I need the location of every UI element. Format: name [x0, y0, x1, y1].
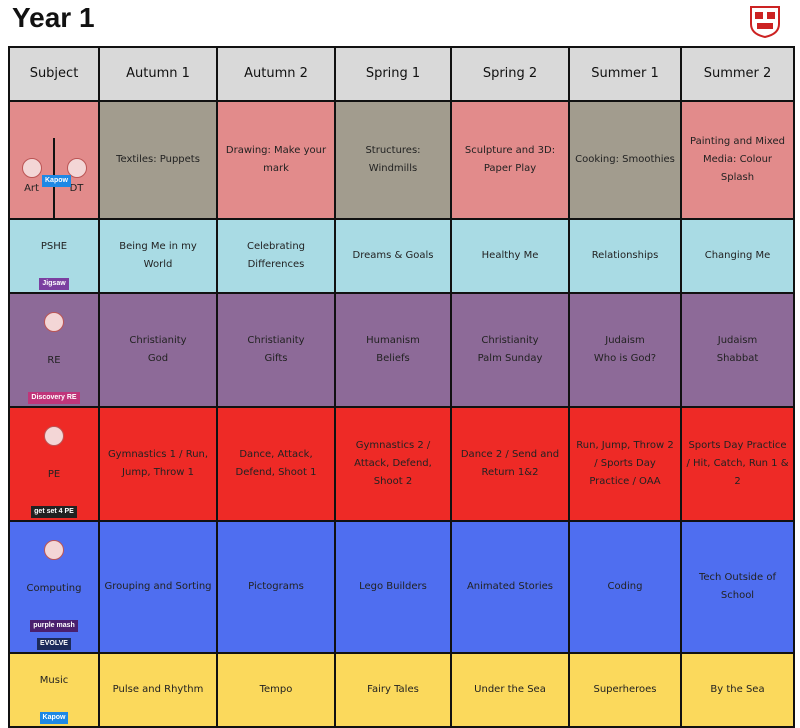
cell-computing-autumn-2: Pictograms — [216, 520, 336, 654]
subject-music: Music — [39, 675, 69, 686]
kapow-music-logo: Kapow — [39, 712, 69, 724]
subject-pshe: PSHE — [40, 241, 68, 252]
cell-pe-summer-2: Sports Day Practice / Hit, Catch, Run 1 … — [680, 406, 795, 522]
cell-computing-spring-1: Lego Builders — [334, 520, 452, 654]
jigsaw-logo: Jigsaw — [39, 278, 69, 290]
computing-logo-icon — [44, 540, 64, 560]
subject-cell-music: Music Kapow — [8, 652, 100, 728]
cell-re-spring-2: Christianity Palm Sunday — [450, 292, 570, 408]
cell-pshe-spring-2: Healthy Me — [450, 218, 570, 294]
row-pshe: PSHE Jigsaw Being Me in my World Celebra… — [8, 218, 795, 294]
purple-mash-logo: purple mash — [30, 620, 78, 632]
cell-music-summer-1: Superheroes — [568, 652, 682, 728]
subject-computing: Computing — [26, 583, 82, 594]
get-set-4-pe-logo: get set 4 PE — [31, 506, 77, 518]
re-logo-icon — [44, 312, 64, 332]
cell-pe-autumn-2: Dance, Attack, Defend, Shoot 1 — [216, 406, 336, 522]
dt-logo-icon — [66, 158, 87, 178]
header-spring-2: Spring 2 — [450, 46, 570, 102]
subject-cell-re: RE Discovery RE — [8, 292, 100, 408]
cell-re-autumn-2: Christianity Gifts — [216, 292, 336, 408]
subject-cell-pshe: PSHE Jigsaw — [8, 218, 100, 294]
cell-music-spring-2: Under the Sea — [450, 652, 570, 728]
subject-cell-art-dt: Art DT Kapow — [8, 100, 100, 220]
cell-pshe-spring-1: Dreams & Goals — [334, 218, 452, 294]
cell-pshe-summer-2: Changing Me — [680, 218, 795, 294]
subject-cell-computing: Computing purple mash EVOLVE — [8, 520, 100, 654]
cell-re-summer-1: Judaism Who is God? — [568, 292, 682, 408]
header-subject: Subject — [8, 46, 100, 102]
timetable: Subject Autumn 1 Autumn 2 Spring 1 Sprin… — [8, 46, 795, 728]
discovery-re-logo: Discovery RE — [28, 392, 80, 404]
header-autumn-1: Autumn 1 — [98, 46, 218, 102]
subject-re: RE — [47, 355, 61, 366]
subject-dt: DT — [69, 183, 84, 194]
cell-pe-spring-1: Gymnastics 2 / Attack, Defend, Shoot 2 — [334, 406, 452, 522]
evolve-logo: EVOLVE — [37, 638, 71, 650]
row-art-dt: Art DT Kapow Textiles: Puppets Drawing: … — [8, 100, 795, 220]
subject-cell-pe: PE get set 4 PE — [8, 406, 100, 522]
cell-pshe-summer-1: Relationships — [568, 218, 682, 294]
cell-computing-summer-1: Coding — [568, 520, 682, 654]
row-music: Music Kapow Pulse and Rhythm Tempo Fairy… — [8, 652, 795, 728]
kapow-logo: Kapow — [42, 175, 71, 187]
subject-pe: PE — [47, 469, 61, 480]
row-re: RE Discovery RE Christianity God Christi… — [8, 292, 795, 408]
row-computing: Computing purple mash EVOLVE Grouping an… — [8, 520, 795, 654]
cell-computing-spring-2: Animated Stories — [450, 520, 570, 654]
cell-art-spring-2: Sculpture and 3D: Paper Play — [450, 100, 570, 220]
page-title: Year 1 — [12, 2, 95, 33]
cell-pshe-autumn-1: Being Me in my World — [98, 218, 218, 294]
cell-re-summer-2: Judaism Shabbat — [680, 292, 795, 408]
cell-computing-summer-2: Tech Outside of School — [680, 520, 795, 654]
row-pe: PE get set 4 PE Gymnastics 1 / Run, Jump… — [8, 406, 795, 522]
cell-re-spring-1: Humanism Beliefs — [334, 292, 452, 408]
cell-pshe-autumn-2: Celebrating Differences — [216, 218, 336, 294]
cell-art-spring-1: Structures: Windmills — [334, 100, 452, 220]
cell-computing-autumn-1: Grouping and Sorting — [98, 520, 218, 654]
school-crest-icon — [750, 6, 780, 38]
header-summer-2: Summer 2 — [680, 46, 795, 102]
header-row: Subject Autumn 1 Autumn 2 Spring 1 Sprin… — [8, 46, 795, 102]
header-summer-1: Summer 1 — [568, 46, 682, 102]
cell-art-autumn-2: Drawing: Make your mark — [216, 100, 336, 220]
cell-art-autumn-1: Textiles: Puppets — [98, 100, 218, 220]
cell-music-summer-2: By the Sea — [680, 652, 795, 728]
subject-art: Art — [24, 183, 39, 194]
cell-pe-summer-1: Run, Jump, Throw 2 / Sports Day Practice… — [568, 406, 682, 522]
cell-pe-autumn-1: Gymnastics 1 / Run, Jump, Throw 1 — [98, 406, 218, 522]
art-logo-icon — [21, 158, 42, 178]
cell-music-spring-1: Fairy Tales — [334, 652, 452, 728]
cell-music-autumn-2: Tempo — [216, 652, 336, 728]
pe-logo-icon — [44, 426, 64, 446]
cell-re-autumn-1: Christianity God — [98, 292, 218, 408]
cell-music-autumn-1: Pulse and Rhythm — [98, 652, 218, 728]
header-spring-1: Spring 1 — [334, 46, 452, 102]
cell-pe-spring-2: Dance 2 / Send and Return 1&2 — [450, 406, 570, 522]
cell-art-summer-2: Painting and Mixed Media: Colour Splash — [680, 100, 795, 220]
header-autumn-2: Autumn 2 — [216, 46, 336, 102]
cell-art-summer-1: Cooking: Smoothies — [568, 100, 682, 220]
